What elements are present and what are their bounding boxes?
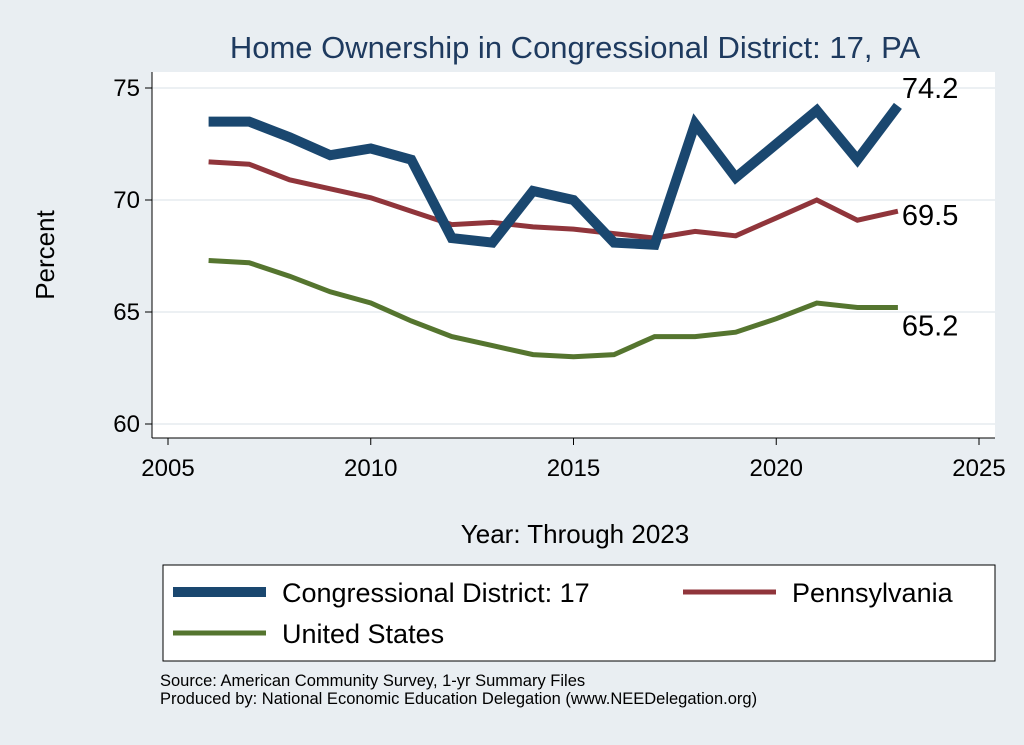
end-label-1: 74.2 [902,73,958,105]
x-tick-label: 2010 [344,455,397,482]
source-note: Source: American Community Survey, 1-yr … [160,672,757,708]
x-axis-label: Year: Through 2023 [461,519,689,549]
legend: Congressional District: 17 Pennsylvania Un… [173,578,954,649]
source-line: Source: American Community Survey, 1-yr … [160,672,586,690]
y-tick-label: 70 [113,187,140,214]
x-tick-label: 2005 [141,455,194,482]
y-tick-label: 65 [113,299,140,326]
y-tick-label: 60 [113,411,140,438]
legend-label-3: United States [282,619,444,649]
x-tick-label: 2025 [952,455,1005,482]
producer-line: Produced by: National Economic Education… [160,690,758,708]
series-line-2 [208,159,899,241]
end-label-2: 69.5 [902,200,958,232]
x-tick-label: 2020 [750,455,803,482]
y-axis-label: Percent [30,209,60,299]
legend-box [162,564,996,662]
end-label-3: 65.2 [902,311,958,343]
end-labels: 74.2 69.5 65.2 [902,73,958,343]
plot-area [152,72,995,438]
series-line-1 [208,102,902,250]
chart-title: Home Ownership in Congressional District… [230,30,921,65]
legend-label-1: Congressional District: 17 [282,578,590,608]
legend-label-2: Pennsylvania [792,578,954,608]
x-tick-label: 2015 [547,455,600,482]
series-line-3 [208,258,898,360]
axes: 60 65 70 75 2005 2010 2015 2020 2025 [113,72,1006,482]
series-lines [208,102,902,360]
y-tick-label: 75 [113,75,140,102]
